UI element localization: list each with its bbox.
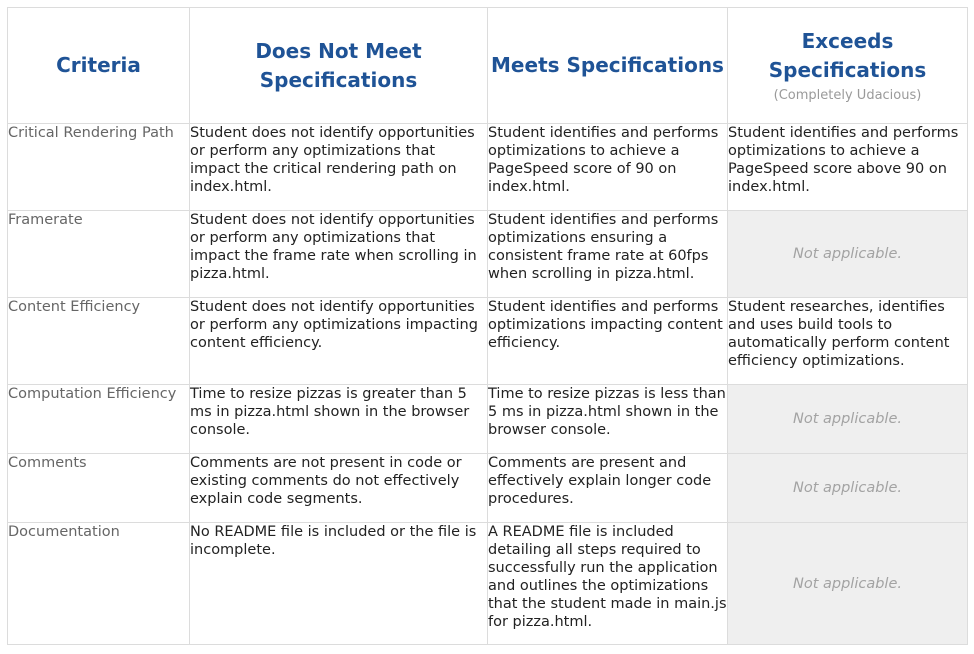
table-row: Comments Comments are not present in cod…: [7, 453, 968, 523]
meets-cell: Time to resize pizzas is less than 5 ms …: [487, 384, 728, 454]
header-criteria: Criteria: [7, 7, 190, 124]
exceeds-cell: Student researches, identifies and uses …: [727, 297, 968, 385]
meets-cell: Student identifies and performs optimiza…: [487, 297, 728, 385]
criteria-cell: Computation Efficiency: [7, 384, 190, 454]
exceeds-not-applicable: Not applicable.: [727, 210, 968, 298]
header-does-not-meet: Does Not Meet Specifications: [189, 7, 488, 124]
header-exceeds-subtitle: (Completely Udacious): [773, 87, 922, 103]
criteria-cell: Framerate: [7, 210, 190, 298]
meets-cell: A README file is included detailing all …: [487, 522, 728, 645]
rubric-table: Criteria Does Not Meet Specifications Me…: [7, 7, 968, 645]
does-not-meet-cell: Time to resize pizzas is greater than 5 …: [189, 384, 488, 454]
table-row: Computation Efficiency Time to resize pi…: [7, 384, 968, 454]
header-row: Criteria Does Not Meet Specifications Me…: [7, 7, 968, 124]
criteria-cell: Comments: [7, 453, 190, 523]
criteria-cell: Content Efficiency: [7, 297, 190, 385]
exceeds-cell: Student identifies and performs optimiza…: [727, 123, 968, 211]
does-not-meet-cell: No README file is included or the file i…: [189, 522, 488, 645]
table-row: Framerate Student does not identify oppo…: [7, 210, 968, 298]
does-not-meet-cell: Student does not identify opportunities …: [189, 210, 488, 298]
meets-cell: Comments are present and effectively exp…: [487, 453, 728, 523]
exceeds-not-applicable: Not applicable.: [727, 522, 968, 645]
does-not-meet-cell: Student does not identify opportunities …: [189, 297, 488, 385]
criteria-cell: Documentation: [7, 522, 190, 645]
does-not-meet-cell: Student does not identify opportunities …: [189, 123, 488, 211]
table-row: Critical Rendering Path Student does not…: [7, 123, 968, 211]
table-row: Documentation No README file is included…: [7, 522, 968, 645]
does-not-meet-cell: Comments are not present in code or exis…: [189, 453, 488, 523]
exceeds-not-applicable: Not applicable.: [727, 453, 968, 523]
meets-cell: Student identifies and performs optimiza…: [487, 123, 728, 211]
criteria-cell: Critical Rendering Path: [7, 123, 190, 211]
meets-cell: Student identifies and performs optimiza…: [487, 210, 728, 298]
table-row: Content Efficiency Student does not iden…: [7, 297, 968, 385]
header-exceeds: Exceeds Specifications (Completely Udaci…: [727, 7, 968, 124]
header-meets: Meets Specifications: [487, 7, 728, 124]
exceeds-not-applicable: Not applicable.: [727, 384, 968, 454]
